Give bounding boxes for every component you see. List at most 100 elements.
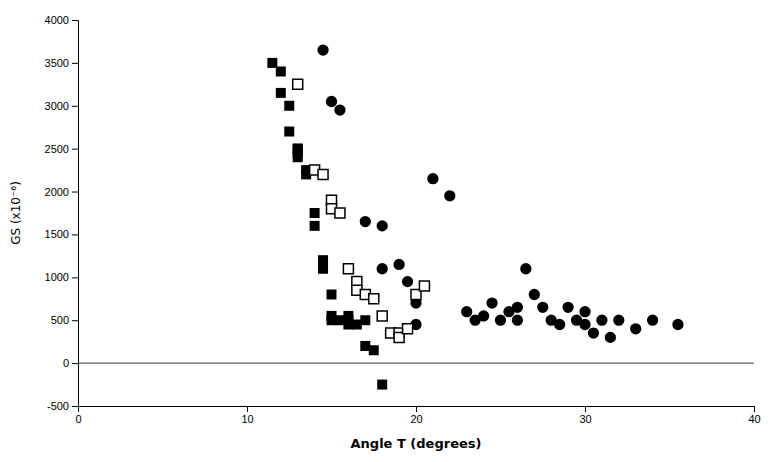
point: [335, 208, 345, 218]
point: [326, 96, 337, 107]
y-axis: -500 0 500 1000 1500 2000 2500 3000 3500 4000: [45, 14, 79, 412]
tick: 0: [75, 406, 81, 425]
point: [588, 327, 599, 338]
tick-mark: [72, 277, 78, 278]
tick: 30: [579, 406, 591, 425]
tick-label: 3000: [45, 100, 69, 112]
point: [317, 44, 328, 55]
point: [327, 289, 337, 299]
tick: 40: [748, 406, 760, 425]
tick-mark: [754, 406, 755, 412]
point: [293, 152, 303, 162]
tick-mark: [247, 406, 248, 412]
tick: 0: [63, 357, 78, 369]
point: [293, 79, 303, 89]
point: [369, 294, 379, 304]
tick-mark: [72, 192, 78, 193]
tick-mark: [72, 63, 78, 64]
point: [613, 315, 624, 326]
point: [520, 263, 531, 274]
tick: 2000: [45, 186, 78, 198]
plot-area: 0 10 20 30 40 -500 0 500 1000 1500 2000 2500 3000 350…: [45, 14, 761, 425]
point: [310, 208, 320, 218]
series: [293, 79, 430, 342]
tick-mark: [72, 149, 78, 150]
point: [402, 276, 413, 287]
point: [369, 345, 379, 355]
point: [562, 302, 573, 313]
point: [554, 319, 565, 330]
point: [393, 259, 404, 270]
tick: 1500: [45, 228, 78, 240]
point: [343, 264, 353, 274]
tick-label: 30: [579, 413, 591, 425]
tick: 3000: [45, 100, 78, 112]
tick-mark: [72, 106, 78, 107]
tick: 3500: [45, 57, 78, 69]
point: [334, 104, 345, 115]
tick: 1000: [45, 271, 78, 283]
point: [605, 332, 616, 343]
tick-label: 500: [51, 314, 69, 326]
tick-label: 1000: [45, 271, 69, 283]
point: [310, 221, 320, 231]
tick-label: 10: [241, 413, 253, 425]
point: [284, 127, 294, 137]
point: [377, 311, 387, 321]
point: [478, 310, 489, 321]
point: [579, 319, 590, 330]
tick-mark: [585, 406, 586, 412]
tick: -500: [47, 400, 78, 412]
tick-mark: [416, 406, 417, 412]
series: [267, 58, 387, 390]
point: [360, 315, 370, 325]
point: [377, 380, 387, 390]
point: [461, 306, 472, 317]
point: [419, 281, 429, 291]
tick-label: 1500: [45, 228, 69, 240]
tick-mark: [72, 320, 78, 321]
tick-label: 4000: [45, 14, 69, 26]
series: [317, 44, 683, 343]
tick-label: 20: [410, 413, 422, 425]
tick: 500: [51, 314, 78, 326]
point: [529, 289, 540, 300]
point: [579, 306, 590, 317]
tick-mark: [72, 363, 78, 364]
tick: 2500: [45, 143, 78, 155]
point: [647, 315, 658, 326]
point: [596, 315, 607, 326]
x-axis-title: Angle T (degrees): [351, 436, 482, 451]
point: [672, 319, 683, 330]
point: [427, 173, 438, 184]
point: [377, 263, 388, 274]
point: [512, 302, 523, 313]
point: [537, 302, 548, 313]
axis-line: [72, 21, 79, 407]
reference-line: [78, 363, 754, 364]
tick-label: 40: [748, 413, 760, 425]
tick-mark: [72, 20, 78, 21]
tick-label: 2000: [45, 186, 69, 198]
point: [495, 315, 506, 326]
point: [318, 255, 328, 265]
point: [360, 216, 371, 227]
point: [318, 264, 328, 274]
y-axis-title: GS (x10⁻⁶): [9, 181, 23, 245]
tick-mark: [72, 234, 78, 235]
x-axis: 0 10 20 30 40: [75, 406, 760, 425]
tick: 20: [410, 406, 422, 425]
tick-label: -500: [47, 400, 69, 412]
marks: [78, 44, 754, 389]
tick-label: 3500: [45, 57, 69, 69]
point: [377, 220, 388, 231]
tick: 10: [241, 406, 253, 425]
point: [267, 58, 277, 68]
chart: 0 10 20 30 40 -500 0 500 1000 1500 2000 2500 3000 350…: [0, 0, 778, 462]
axis-line: [79, 407, 755, 413]
point: [318, 169, 328, 179]
point: [512, 315, 523, 326]
point: [276, 66, 286, 76]
point: [486, 297, 497, 308]
point: [630, 323, 641, 334]
